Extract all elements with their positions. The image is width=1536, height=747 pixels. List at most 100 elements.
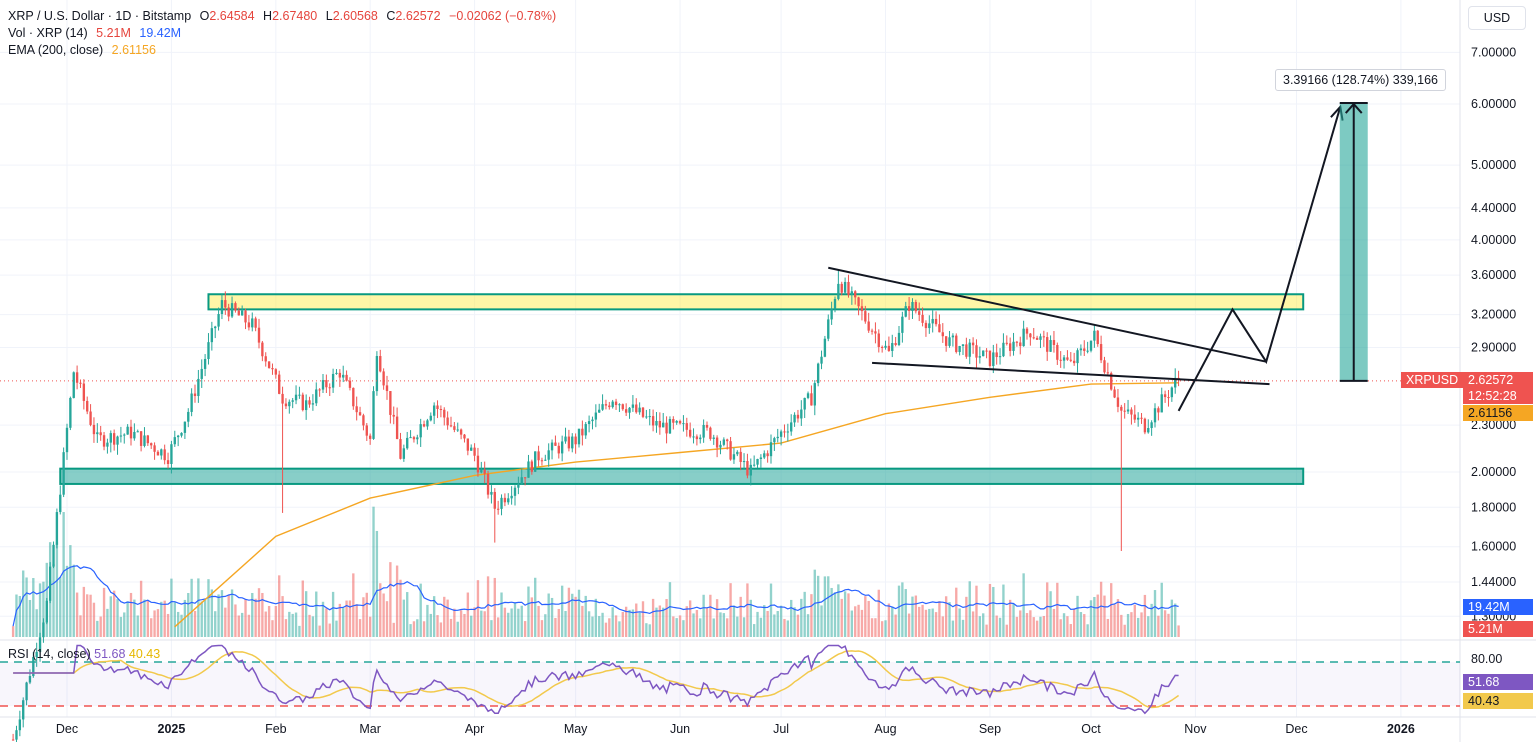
candle bbox=[254, 316, 257, 332]
volume-bar bbox=[358, 619, 362, 637]
candle bbox=[968, 338, 971, 365]
candle bbox=[955, 333, 958, 354]
candle-body bbox=[790, 422, 793, 432]
volume-bar bbox=[796, 614, 800, 637]
candle-body bbox=[65, 427, 69, 453]
volume-bar bbox=[355, 604, 358, 637]
volume-bar bbox=[284, 619, 288, 637]
candle-body bbox=[1052, 340, 1056, 345]
candle bbox=[1153, 403, 1157, 428]
volume-bar bbox=[139, 580, 143, 637]
volume-bar bbox=[870, 618, 874, 637]
candle-body bbox=[217, 314, 220, 327]
candle bbox=[877, 329, 880, 353]
volume-bar bbox=[887, 603, 891, 637]
candle-body bbox=[1096, 330, 1099, 345]
candle bbox=[1140, 413, 1143, 424]
candle bbox=[547, 443, 550, 467]
candle bbox=[830, 301, 833, 325]
volume-ma-value: 19.42M bbox=[139, 26, 182, 40]
candle bbox=[958, 345, 961, 356]
candle-body bbox=[59, 494, 62, 513]
candle-body bbox=[850, 291, 854, 295]
candle-body bbox=[577, 428, 581, 445]
candle bbox=[55, 508, 59, 549]
candle-body bbox=[887, 345, 891, 351]
volume-bar bbox=[102, 587, 106, 637]
candle bbox=[176, 434, 180, 447]
ema-value: 2.61156 bbox=[111, 43, 156, 57]
symbol-line[interactable]: XRP / U.S. Dollar · 1D · Bitstamp bbox=[8, 9, 192, 23]
volume-bar bbox=[32, 578, 35, 637]
candle bbox=[150, 442, 153, 449]
volume-bar bbox=[1015, 616, 1019, 637]
candle-body bbox=[416, 437, 419, 440]
candle-body bbox=[816, 363, 820, 384]
candle-body bbox=[702, 424, 705, 438]
candle-body bbox=[234, 303, 237, 311]
volume-bar bbox=[591, 616, 594, 637]
volume-bar bbox=[928, 608, 931, 637]
candle-body bbox=[109, 433, 112, 443]
candle-body bbox=[160, 449, 163, 456]
candle bbox=[1143, 417, 1147, 435]
volume-bar bbox=[1174, 603, 1177, 637]
candle bbox=[567, 429, 571, 452]
volume-bar bbox=[651, 598, 655, 637]
candle bbox=[493, 488, 496, 543]
candle bbox=[439, 405, 443, 418]
candle bbox=[924, 320, 928, 337]
candle bbox=[42, 618, 45, 643]
candle-body bbox=[1116, 397, 1120, 407]
volume-bar bbox=[628, 609, 631, 637]
volume-bar bbox=[773, 614, 776, 637]
volume-bar bbox=[624, 606, 628, 637]
candle bbox=[537, 445, 540, 467]
candle-body bbox=[180, 432, 183, 436]
candle-body bbox=[513, 487, 517, 496]
candle bbox=[338, 369, 342, 387]
candle bbox=[1076, 348, 1079, 373]
volume-bar bbox=[594, 598, 598, 637]
candle bbox=[197, 369, 200, 403]
volume-label[interactable]: Vol · XRP (14) bbox=[8, 26, 88, 40]
candle bbox=[1079, 344, 1083, 356]
candle bbox=[38, 632, 42, 662]
volume-bar bbox=[163, 600, 166, 637]
candle bbox=[702, 419, 705, 443]
candle bbox=[257, 318, 261, 349]
candle bbox=[365, 423, 368, 441]
countdown-tag: 12:52:28 bbox=[1463, 388, 1533, 404]
candle-body bbox=[375, 356, 379, 392]
candle-body bbox=[315, 389, 318, 404]
candle bbox=[803, 397, 806, 419]
candle-body bbox=[1056, 344, 1059, 360]
candle bbox=[850, 286, 854, 305]
candle-body bbox=[1005, 342, 1008, 344]
volume-bar bbox=[587, 611, 591, 637]
candle bbox=[810, 385, 813, 406]
candle bbox=[631, 395, 635, 412]
candle-body bbox=[271, 368, 274, 370]
candle bbox=[867, 312, 870, 333]
candle-body bbox=[486, 473, 490, 495]
candle-body bbox=[38, 637, 42, 653]
volume-bar bbox=[547, 593, 550, 637]
candles bbox=[11, 269, 1180, 745]
candle bbox=[874, 322, 877, 344]
rsi-label[interactable]: RSI (14, close) bbox=[8, 647, 91, 661]
volume-bar bbox=[1049, 591, 1052, 637]
volume-bar bbox=[230, 589, 234, 637]
ema-label[interactable]: EMA (200, close) bbox=[8, 43, 104, 57]
candle bbox=[678, 419, 682, 425]
candle-body bbox=[574, 436, 577, 445]
currency-button[interactable]: USD bbox=[1468, 6, 1526, 30]
rsi-ma-tag: 40.43 bbox=[1463, 693, 1533, 709]
volume-bar bbox=[1008, 599, 1012, 637]
candle-body bbox=[18, 719, 22, 731]
candle bbox=[1069, 352, 1072, 363]
volume-bar bbox=[1130, 612, 1133, 637]
candle bbox=[129, 419, 133, 446]
